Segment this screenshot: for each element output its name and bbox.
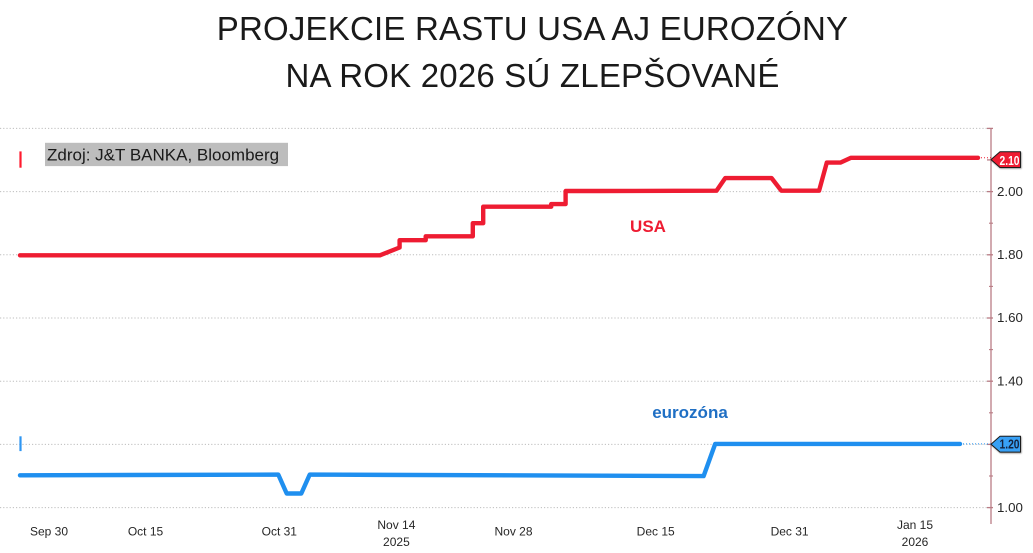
svg-text:Dec 15: Dec 15 [637, 525, 675, 539]
svg-text:2.00: 2.00 [997, 184, 1023, 199]
svg-text:2.10: 2.10 [1000, 153, 1020, 168]
svg-text:1.00: 1.00 [997, 500, 1023, 515]
svg-text:USA: USA [630, 217, 666, 236]
svg-text:Jan 15: Jan 15 [897, 518, 933, 532]
svg-text:1.60: 1.60 [997, 310, 1023, 325]
svg-text:Zdroj: J&T BANKA, Bloomberg: Zdroj: J&T BANKA, Bloomberg [47, 146, 279, 165]
svg-text:2026: 2026 [902, 535, 929, 549]
svg-text:Dec 31: Dec 31 [771, 525, 809, 539]
svg-text:Oct 15: Oct 15 [128, 525, 164, 539]
svg-text:Nov 14: Nov 14 [377, 518, 415, 532]
svg-text:Oct 31: Oct 31 [262, 525, 298, 539]
svg-text:1.80: 1.80 [997, 247, 1023, 262]
svg-text:Nov 28: Nov 28 [494, 525, 532, 539]
svg-text:1.40: 1.40 [997, 373, 1023, 388]
svg-text:eurozóna: eurozóna [652, 403, 728, 422]
svg-text:2025: 2025 [383, 535, 410, 549]
svg-text:Sep 30: Sep 30 [30, 525, 68, 539]
svg-text:1.20: 1.20 [1000, 436, 1020, 451]
